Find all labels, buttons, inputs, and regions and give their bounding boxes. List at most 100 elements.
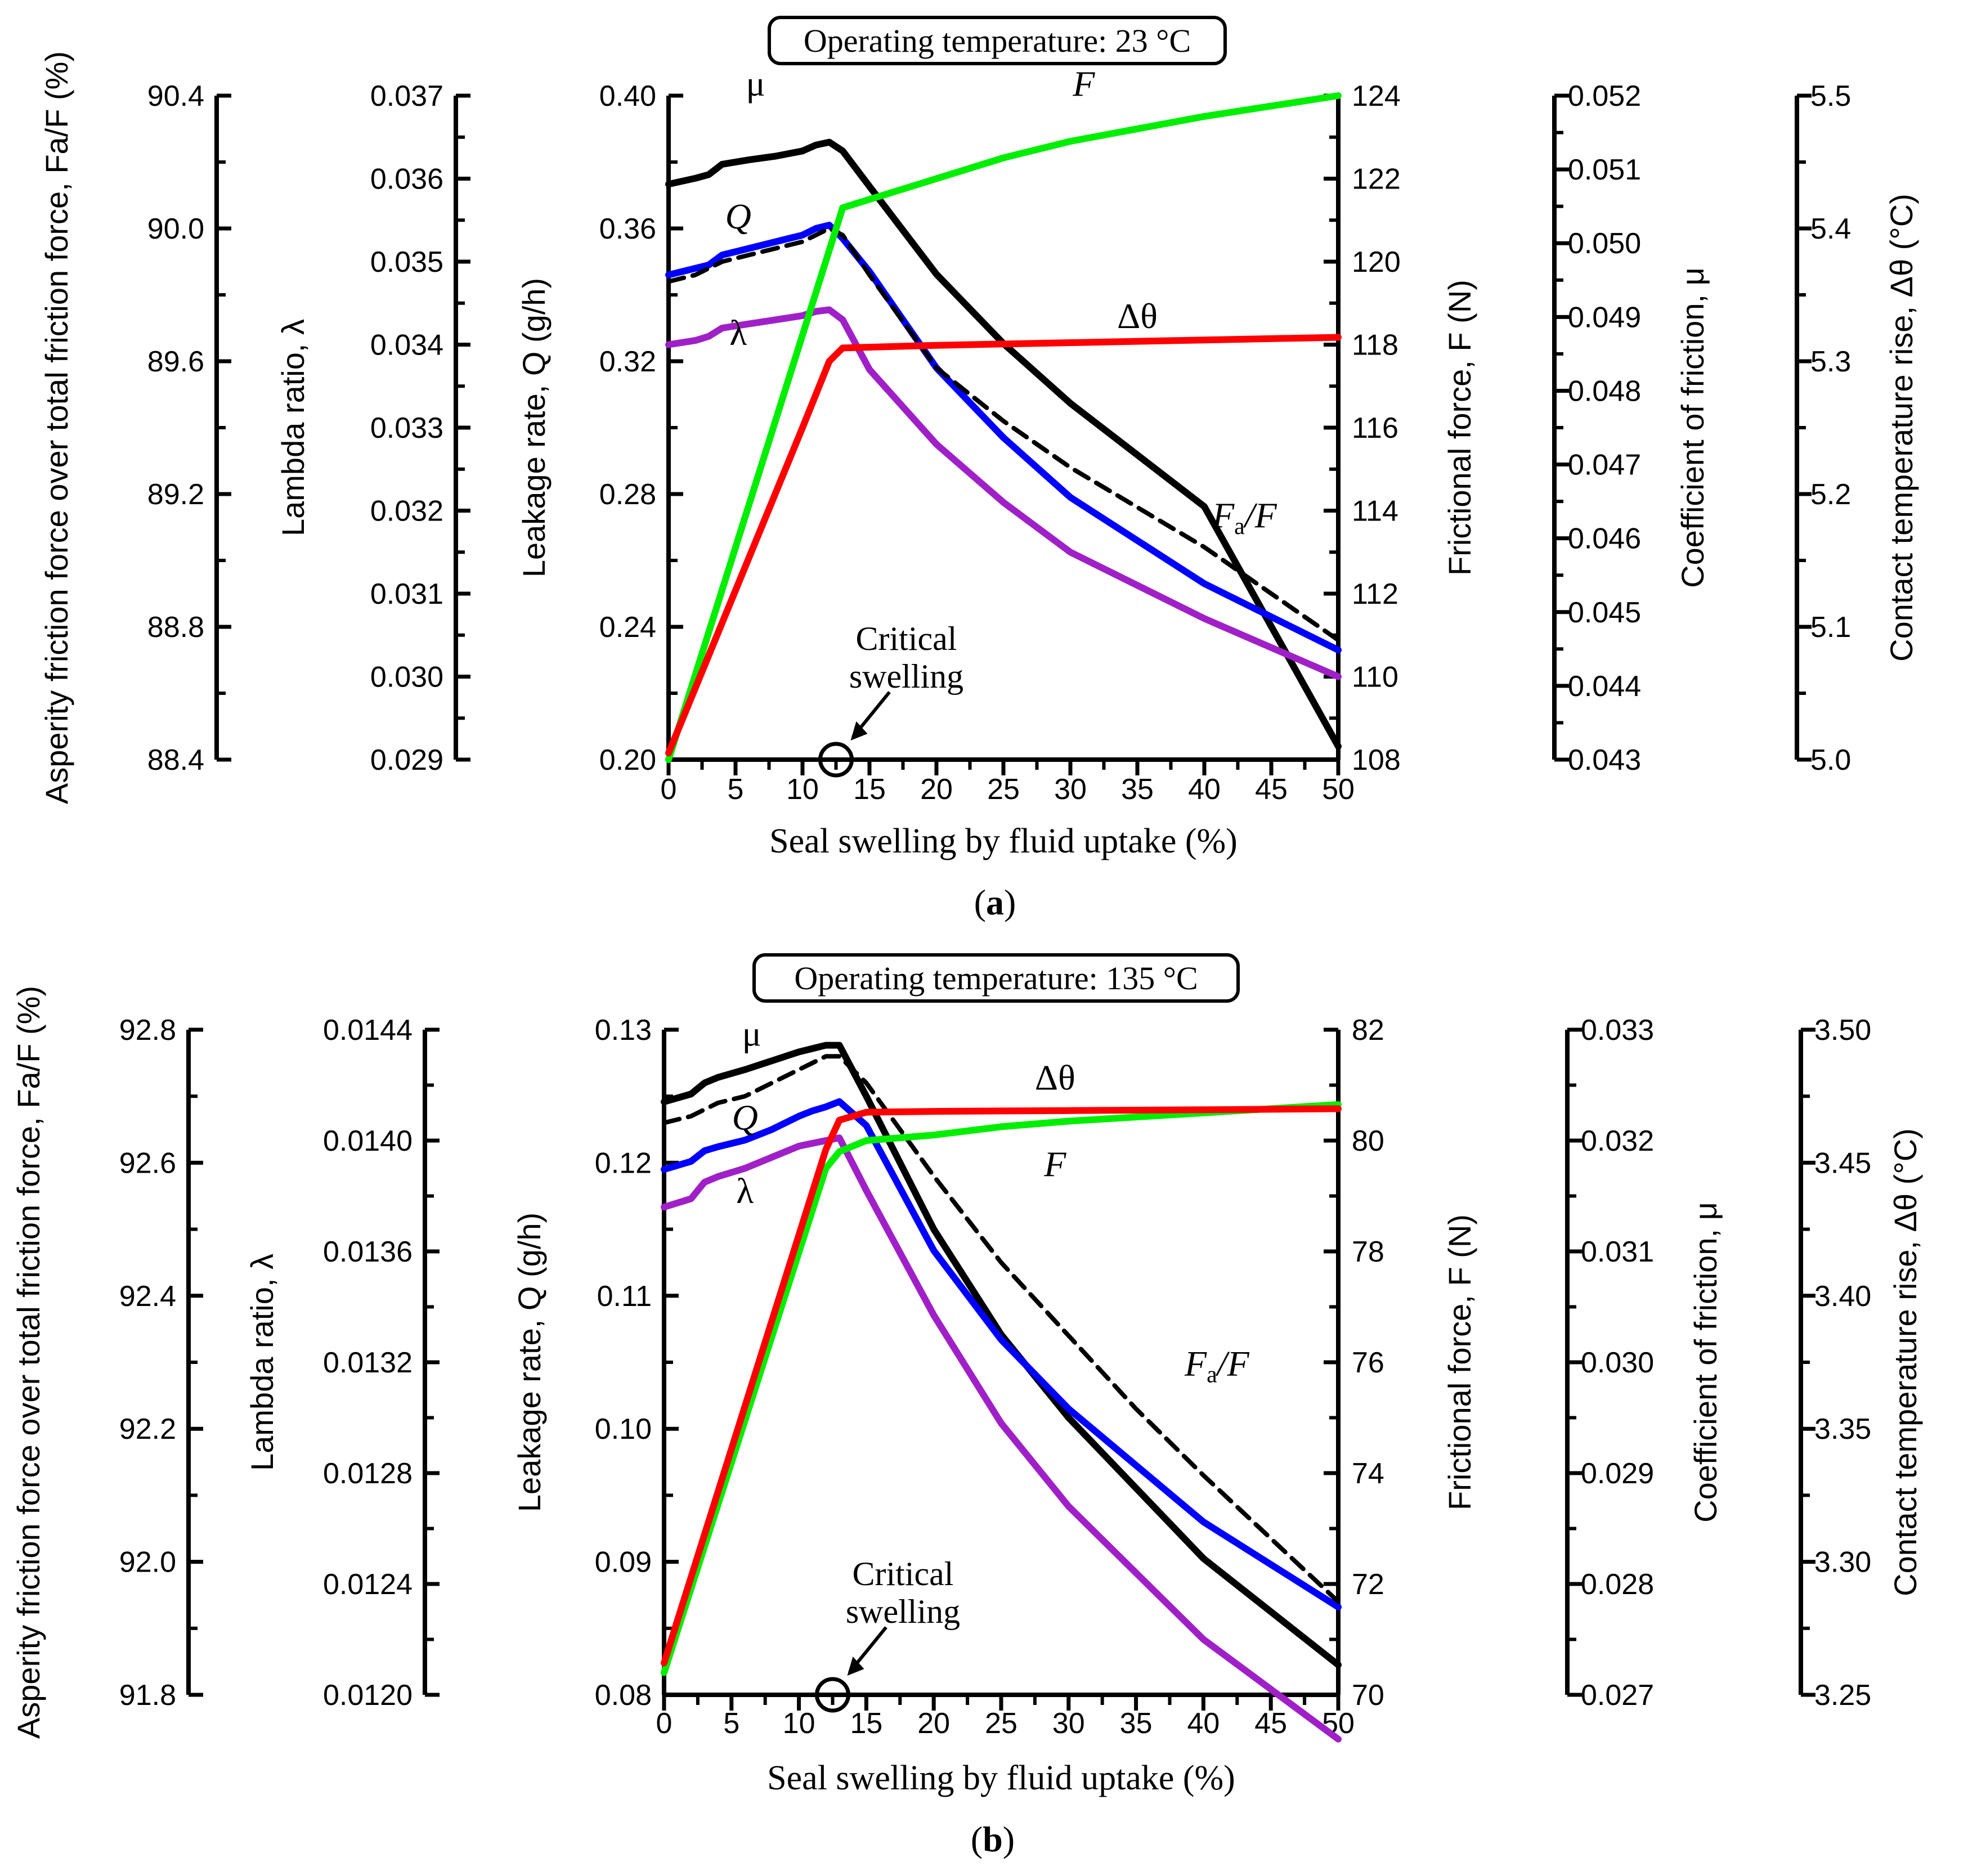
tick-label-faf: 91.8: [119, 1679, 176, 1712]
series-line-f: [665, 92, 1342, 763]
series-line-f: [661, 1101, 1342, 1676]
chart-title-box: [752, 953, 1240, 1003]
tick-label-lambda: 0.0124: [323, 1568, 413, 1601]
tick-label-lambda: 0.0128: [323, 1457, 413, 1490]
tick-label-mu: 0.051: [1568, 154, 1641, 186]
tick-label-lambda: 0.0136: [323, 1236, 413, 1268]
tick-label-f: 78: [1352, 1236, 1384, 1268]
tick-label-mu: 0.046: [1568, 523, 1641, 555]
axis-mu: 0.043 0.044 0.045 0.046 0.047 0.048 0.049 0.050…: [1552, 80, 1710, 777]
x-tick-label: 45: [1254, 1707, 1287, 1740]
series-line-lambda: [661, 1134, 1342, 1743]
x-axis: 0 5 10 15 20 25 30 35 40 45 50 Seal swelling by flu…: [661, 757, 1355, 860]
curve-label-f: F: [1072, 64, 1095, 104]
tick-label-lambda: 0.031: [370, 578, 443, 611]
tick-label-f: 112: [1352, 578, 1398, 611]
tick-label-lambda: 0.029: [370, 744, 443, 777]
tick-label-dtheta: 3.30: [1814, 1546, 1871, 1579]
tick-label-mu: 0.052: [1568, 80, 1641, 113]
critical-swelling-label-2: swelling: [849, 658, 963, 695]
tick-label-f: 116: [1352, 412, 1398, 445]
tick-label-f: 72: [1352, 1568, 1384, 1601]
curve-label-mu: μ: [742, 1013, 761, 1053]
x-tick-label: 35: [1121, 773, 1154, 806]
tick-label-dtheta: 3.25: [1814, 1679, 1871, 1712]
tick-label-mu: 0.028: [1581, 1568, 1654, 1601]
series-group: [665, 92, 1342, 763]
axis-mu: 0.027 0.028 0.029 0.030 0.031 0.032 0.033 Coeff…: [1565, 1014, 1723, 1712]
tick-label-dtheta: 5.2: [1810, 478, 1851, 511]
series-line-dtheta: [661, 1105, 1342, 1667]
series-line-q: [665, 222, 1342, 654]
x-tick-label: 40: [1187, 1707, 1220, 1740]
axis-faf: 91.8 92.0 92.2 92.4 92.6 92.8 Asperity frictio…: [11, 986, 203, 1739]
axis-title-q: Leakage rate, Q (g/h): [516, 278, 552, 577]
tick-label-f: 80: [1352, 1125, 1384, 1157]
x-tick-label: 15: [853, 773, 886, 806]
axis-lambda: 0.029 0.030 0.031 0.032 0.033 0.034 0.035 0.036…: [275, 80, 470, 777]
tick-label-faf: 92.0: [119, 1546, 176, 1579]
tick-label-f: 110: [1352, 661, 1398, 694]
axis-title-dtheta: Contact temperature rise, Δθ (°C): [1888, 1128, 1923, 1596]
x-tick-label: 20: [917, 1707, 950, 1740]
curve-label-dtheta: Δθ: [1117, 296, 1158, 336]
tick-label-lambda: 0.0140: [323, 1125, 413, 1157]
axis-f: 108 110 112 114 116 118 120 122 124 Frictional fo…: [1324, 80, 1477, 777]
tick-label-q: 0.08: [595, 1679, 652, 1712]
tick-label-lambda: 0.030: [370, 661, 443, 694]
tick-label-lambda: 0.036: [370, 163, 443, 196]
tick-label-faf: 92.8: [119, 1014, 176, 1047]
axis-title-f: Frictional force, F (N): [1442, 280, 1477, 576]
x-tick-label: 30: [1052, 1707, 1085, 1740]
chart-title-box: [768, 16, 1227, 65]
tick-label-dtheta: 5.0: [1810, 744, 1851, 777]
x-axis-title: Seal swelling by fluid uptake (%): [769, 822, 1238, 860]
tick-label-lambda: 0.037: [370, 80, 443, 113]
chart-panel-b: Operating temperature: 135 °C 91.8 92.0 92.…: [11, 953, 1923, 1859]
tick-label-lambda: 0.0132: [323, 1347, 413, 1379]
tick-label-mu: 0.032: [1581, 1125, 1654, 1157]
tick-label-q: 0.12: [595, 1147, 652, 1179]
tick-label-dtheta: 5.3: [1810, 345, 1851, 378]
series-line-fa-f: [662, 1054, 1341, 1604]
axis-faf: 88.4 88.8 89.2 89.6 90.0 90.4 Asperity frictio…: [39, 51, 231, 804]
x-tick-label: 45: [1255, 773, 1288, 806]
curve-label-fa-f: Fa/F: [1212, 495, 1277, 540]
series-line-lambda: [665, 306, 1342, 680]
curve-label-q: Q: [725, 196, 751, 236]
tick-label-q: 0.28: [599, 478, 656, 511]
x-axis: 0 5 10 15 20 25 30 35 40 45 50 Seal swelling by flu…: [656, 1693, 1355, 1797]
axis-dtheta: 5.0 5.1 5.2 5.3 5.4 5.5 Contact temperature ri…: [1795, 80, 1919, 777]
critical-swelling-arrowhead-icon: [850, 721, 868, 740]
tick-label-dtheta: 5.1: [1810, 611, 1851, 644]
tick-label-faf: 88.8: [147, 611, 204, 644]
tick-label-dtheta: 5.5: [1810, 80, 1851, 113]
tick-label-lambda: 0.0120: [323, 1679, 413, 1712]
tick-label-faf: 88.4: [147, 744, 204, 777]
tick-label-f: 118: [1352, 329, 1398, 362]
tick-label-lambda: 0.033: [370, 412, 443, 445]
x-tick-label: 50: [1322, 1707, 1355, 1740]
tick-label-dtheta: 3.50: [1814, 1014, 1871, 1047]
curve-label-dtheta: Δθ: [1035, 1057, 1075, 1097]
x-axis-title: Seal swelling by fluid uptake (%): [767, 1759, 1235, 1797]
tick-label-lambda: 0.034: [370, 329, 443, 362]
tick-label-f: 122: [1352, 163, 1401, 196]
tick-label-f: 114: [1352, 495, 1398, 528]
tick-label-mu: 0.029: [1581, 1457, 1654, 1490]
x-tick-label: 35: [1120, 1707, 1153, 1740]
series-line-q: [661, 1098, 1342, 1610]
tick-label-mu: 0.030: [1581, 1347, 1654, 1379]
tick-label-f: 70: [1352, 1679, 1384, 1712]
tick-label-faf: 89.2: [147, 478, 204, 511]
axis-q: 0.20 0.24 0.28 0.32 0.36 0.40 Leakage rate, Q …: [516, 80, 683, 777]
tick-label-dtheta: 3.40: [1814, 1280, 1871, 1313]
tick-label-lambda: 0.0144: [323, 1014, 413, 1047]
curve-label-mu: μ: [746, 64, 765, 104]
tick-label-mu: 0.045: [1568, 596, 1641, 629]
series-line-dtheta: [665, 334, 1342, 757]
axis-title-q: Leakage rate, Q (g/h): [512, 1213, 547, 1512]
x-tick-label: 15: [850, 1707, 882, 1740]
tick-label-f: 82: [1352, 1014, 1384, 1047]
